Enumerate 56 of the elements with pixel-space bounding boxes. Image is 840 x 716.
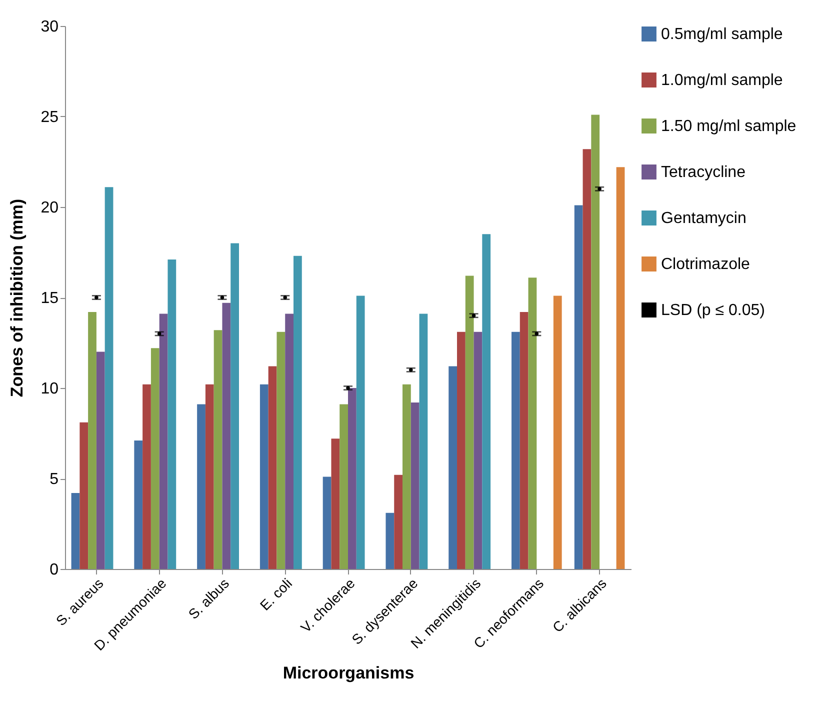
bar — [520, 312, 528, 569]
bar — [222, 302, 231, 569]
legend-label: 1.0mg/ml sample — [661, 72, 783, 89]
bar — [482, 234, 491, 569]
bar — [205, 384, 214, 569]
bar — [230, 243, 239, 569]
bar — [457, 332, 466, 569]
bar — [276, 332, 286, 569]
bar — [616, 167, 625, 569]
bar — [512, 332, 520, 569]
y-tick-label: 15 — [40, 290, 59, 307]
bar — [348, 388, 356, 569]
legend-label: LSD (p ≤ 0.05) — [661, 302, 765, 319]
bar — [71, 492, 80, 569]
bar — [80, 422, 88, 569]
bar — [142, 384, 151, 569]
legend-label: Tetracycline — [661, 164, 746, 181]
legend-label: 0.5mg/ml sample — [661, 26, 783, 43]
y-tick-label: 10 — [40, 380, 59, 398]
bar — [285, 314, 294, 569]
bar — [356, 296, 365, 569]
y-tick-label: 5 — [50, 471, 59, 488]
y-axis-title: Zones of inhibition (mm) — [8, 198, 27, 398]
bar — [168, 259, 176, 569]
bar — [419, 314, 428, 569]
bar — [474, 332, 482, 569]
bar — [197, 404, 206, 569]
bar — [386, 512, 394, 569]
bar — [96, 352, 105, 569]
bar — [340, 404, 348, 569]
bar — [322, 476, 332, 569]
y-tick-label: 30 — [40, 18, 59, 36]
bar — [582, 149, 592, 569]
bar — [260, 384, 268, 569]
bar — [331, 438, 340, 569]
legend-label: 1.50 mg/ml sample — [661, 118, 796, 135]
y-tick-label: 20 — [40, 200, 59, 216]
x-tick-label: E. coli — [256, 575, 296, 614]
bar — [410, 402, 420, 569]
bar — [134, 440, 143, 569]
legend-label: Gentamycin — [661, 210, 746, 227]
x-axis-title: Microorganisms — [282, 664, 414, 683]
y-tick-label: 0 — [50, 562, 59, 578]
bar — [394, 474, 403, 569]
bar — [214, 330, 222, 569]
bar — [88, 312, 96, 569]
bar — [553, 296, 562, 569]
bar — [448, 366, 458, 569]
legend-label: Clotrimazole — [661, 256, 750, 273]
bar — [402, 384, 411, 569]
bar — [150, 348, 160, 569]
bar — [293, 256, 302, 569]
bar — [574, 205, 583, 569]
bar — [104, 187, 114, 569]
bar — [268, 366, 277, 569]
y-tick-label: 25 — [40, 109, 59, 126]
